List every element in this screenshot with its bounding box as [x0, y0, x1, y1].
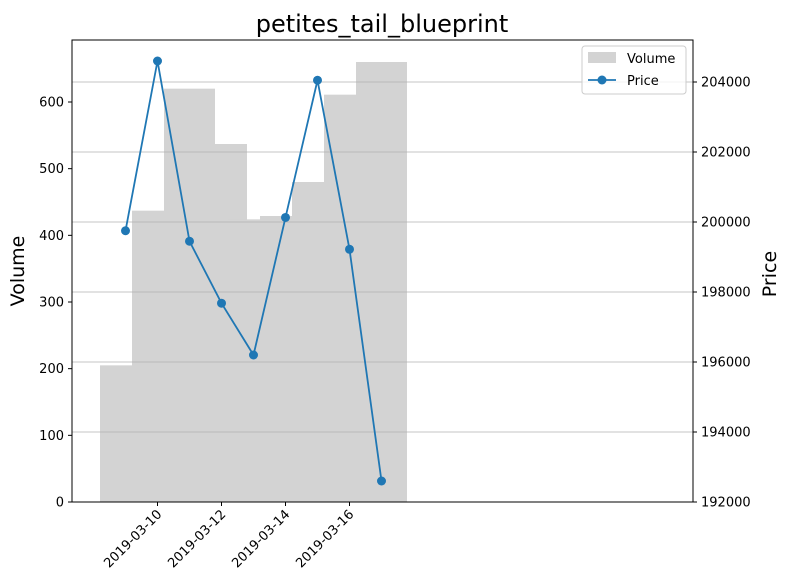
- price-point: [313, 75, 322, 85]
- y2-axis-label: Price: [759, 251, 781, 297]
- price-point: [121, 226, 130, 236]
- price-point: [249, 350, 258, 360]
- y2-tick-label: 194000: [701, 426, 751, 441]
- y2-tick-label: 192000: [701, 496, 751, 511]
- plot-frame: [71, 39, 694, 503]
- price-point: [217, 298, 226, 308]
- y-axis-label: Volume: [7, 236, 29, 307]
- price-line-series: [121, 56, 386, 486]
- y-tick-label: 300: [39, 296, 64, 311]
- volume-bars: [100, 62, 407, 503]
- legend-volume-label: Volume: [627, 52, 675, 67]
- y2-tick-label: 202000: [701, 146, 751, 161]
- y-tick-label: 500: [39, 162, 64, 177]
- legend: Volume Price: [581, 45, 687, 95]
- volume-bar: [356, 62, 407, 502]
- y-tick-label: 0: [56, 496, 64, 511]
- price-point: [281, 212, 290, 222]
- volume-axis: 0 100 200 300 400 500 600: [39, 96, 72, 511]
- y-tick-label: 100: [39, 429, 64, 444]
- chart-title: petites_tail_blueprint: [256, 10, 508, 38]
- price-point: [377, 476, 386, 486]
- legend-price-marker: [597, 75, 607, 85]
- y2-tick-label: 196000: [701, 356, 751, 371]
- y-tick-label: 600: [39, 96, 64, 111]
- y2-tick-label: 198000: [701, 286, 751, 301]
- legend-volume-swatch: [588, 52, 616, 63]
- price-point: [185, 236, 194, 246]
- price-point: [153, 56, 162, 66]
- price-point: [345, 244, 354, 254]
- y-tick-label: 200: [39, 362, 64, 377]
- y2-tick-label: 204000: [701, 76, 751, 91]
- y-tick-label: 400: [39, 229, 64, 244]
- price-axis: 192000 194000 196000 198000 200000 202000 2040…: [693, 76, 751, 511]
- y2-tick-label: 200000: [701, 216, 751, 231]
- legend-price-label: Price: [627, 74, 659, 89]
